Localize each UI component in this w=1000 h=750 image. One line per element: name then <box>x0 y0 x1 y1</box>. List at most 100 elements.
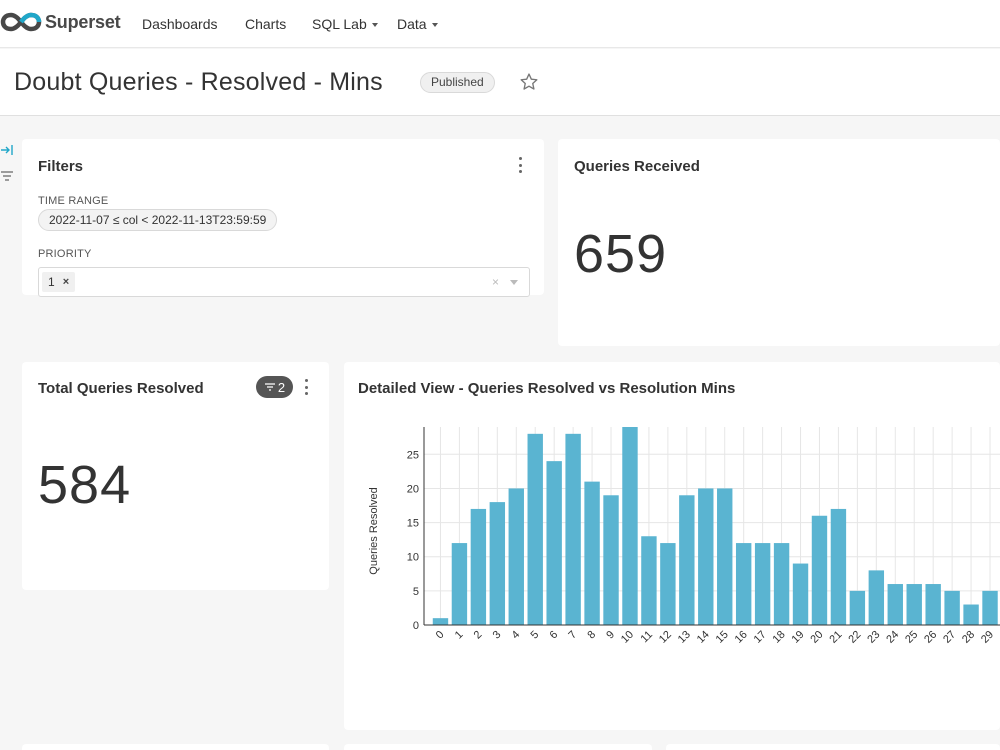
clear-icon[interactable]: × <box>491 275 499 289</box>
x-tick-label: 2 <box>472 629 485 642</box>
bar <box>811 515 828 625</box>
filter-icon <box>264 383 275 391</box>
x-tick-label: 8 <box>585 629 598 642</box>
expand-filters-icon[interactable] <box>0 143 14 157</box>
x-tick-label: 21 <box>827 629 844 646</box>
x-tick-label: 27 <box>941 629 958 646</box>
more-options-icon[interactable] <box>519 157 523 173</box>
more-options-icon[interactable] <box>305 379 309 395</box>
nav-data[interactable]: Data <box>397 16 438 32</box>
bar <box>792 563 809 625</box>
x-tick-label: 0 <box>434 629 447 642</box>
bar <box>679 495 695 625</box>
nav-charts[interactable]: Charts <box>245 16 286 32</box>
nav-dashboards[interactable]: Dashboards <box>142 16 218 32</box>
bar <box>698 488 714 625</box>
x-tick-label: 18 <box>771 629 788 646</box>
bar <box>546 461 562 625</box>
nav-sql-lab[interactable]: SQL Lab <box>312 16 378 32</box>
x-tick-label: 24 <box>884 629 901 646</box>
star-outline-icon[interactable] <box>519 72 539 92</box>
x-tick-label: 28 <box>960 629 977 646</box>
bar <box>754 543 771 625</box>
x-tick-label: 26 <box>922 629 939 646</box>
x-tick-label: 20 <box>808 629 825 646</box>
x-tick-label: 30 <box>998 629 1000 646</box>
bar <box>527 433 543 625</box>
bar <box>773 543 790 625</box>
brand-name: Superset <box>45 11 121 32</box>
x-tick-label: 19 <box>789 629 806 646</box>
priority-select[interactable]: 1 × × <box>38 267 530 297</box>
bar <box>565 433 581 625</box>
bottom-card <box>344 744 652 750</box>
bottom-card <box>22 744 329 750</box>
bar <box>735 543 752 625</box>
x-tick-label: 6 <box>547 629 560 642</box>
x-tick-label: 14 <box>695 629 712 646</box>
caret-down-icon <box>431 22 438 27</box>
nav-data-label: Data <box>397 16 427 32</box>
y-tick-label: 25 <box>407 449 419 461</box>
applied-filters-badge[interactable]: 2 <box>256 376 293 398</box>
x-tick-label: 25 <box>903 629 920 646</box>
x-tick-label: 1 <box>453 629 466 642</box>
x-tick-label: 13 <box>676 629 693 646</box>
status-badge[interactable]: Published <box>420 72 495 93</box>
x-tick-label: 16 <box>733 629 750 646</box>
detailed-view-card: Detailed View - Queries Resolved vs Reso… <box>344 362 1000 730</box>
remove-tag-icon[interactable]: × <box>62 276 70 288</box>
caret-down-icon <box>371 22 378 27</box>
y-tick-label: 10 <box>407 552 419 564</box>
total-resolved-card: Total Queries Resolved 2 584 <box>22 362 329 590</box>
queries-received-card: Queries Received 659 <box>558 139 1000 346</box>
bar <box>584 481 600 625</box>
applied-filters-count: 2 <box>277 379 286 395</box>
bar <box>963 604 979 625</box>
nav-dashboards-label: Dashboards <box>142 16 218 32</box>
detailed-view-title: Detailed View - Queries Resolved vs Reso… <box>358 380 736 397</box>
filters-card: Filters TIME RANGE 2022-11-07 ≤ col < 20… <box>22 139 544 297</box>
y-tick-label: 15 <box>407 518 419 530</box>
x-tick-label: 9 <box>604 629 617 642</box>
queries-received-value: 659 <box>574 224 668 284</box>
dashboard-title[interactable]: Doubt Queries - Resolved - Mins <box>14 68 383 96</box>
priority-tag-label: 1 <box>48 275 55 289</box>
x-tick-label: 23 <box>865 629 882 646</box>
bar <box>944 590 960 625</box>
x-tick-label: 22 <box>846 629 863 646</box>
x-tick-label: 10 <box>619 629 636 646</box>
bar <box>432 618 449 625</box>
x-tick-label: 3 <box>491 629 504 642</box>
bar <box>641 536 657 625</box>
y-axis-label: Queries Resolved <box>368 487 380 574</box>
y-tick-label: 20 <box>407 483 419 495</box>
bar <box>508 488 524 625</box>
y-tick-label: 0 <box>413 620 419 632</box>
bar <box>849 590 866 625</box>
superset-logo[interactable]: Superset <box>0 11 121 33</box>
x-tick-label: 11 <box>638 629 655 646</box>
bar <box>660 543 676 625</box>
bar <box>603 495 619 625</box>
chevron-down-icon[interactable] <box>510 280 518 285</box>
bar <box>906 584 922 625</box>
x-tick-label: 12 <box>657 629 674 646</box>
bar <box>925 584 941 625</box>
total-resolved-value: 584 <box>38 455 132 515</box>
filter-icon[interactable] <box>0 169 14 183</box>
filters-title: Filters <box>38 158 84 175</box>
bar <box>982 590 998 625</box>
bar <box>451 543 468 625</box>
time-range-chip[interactable]: 2022-11-07 ≤ col < 2022-11-13T23:59:59 <box>38 209 278 231</box>
bar <box>717 488 733 625</box>
bar <box>830 508 847 625</box>
bar <box>622 427 638 625</box>
superset-logo-icon <box>0 12 42 32</box>
nav-sql-lab-label: SQL Lab <box>312 16 367 32</box>
priority-label: PRIORITY <box>38 248 92 260</box>
total-resolved-title: Total Queries Resolved <box>38 380 204 397</box>
bar <box>470 508 487 625</box>
nav-charts-label: Charts <box>245 16 287 32</box>
top-navbar: Superset Dashboards Charts SQL Lab Data <box>0 0 1000 48</box>
